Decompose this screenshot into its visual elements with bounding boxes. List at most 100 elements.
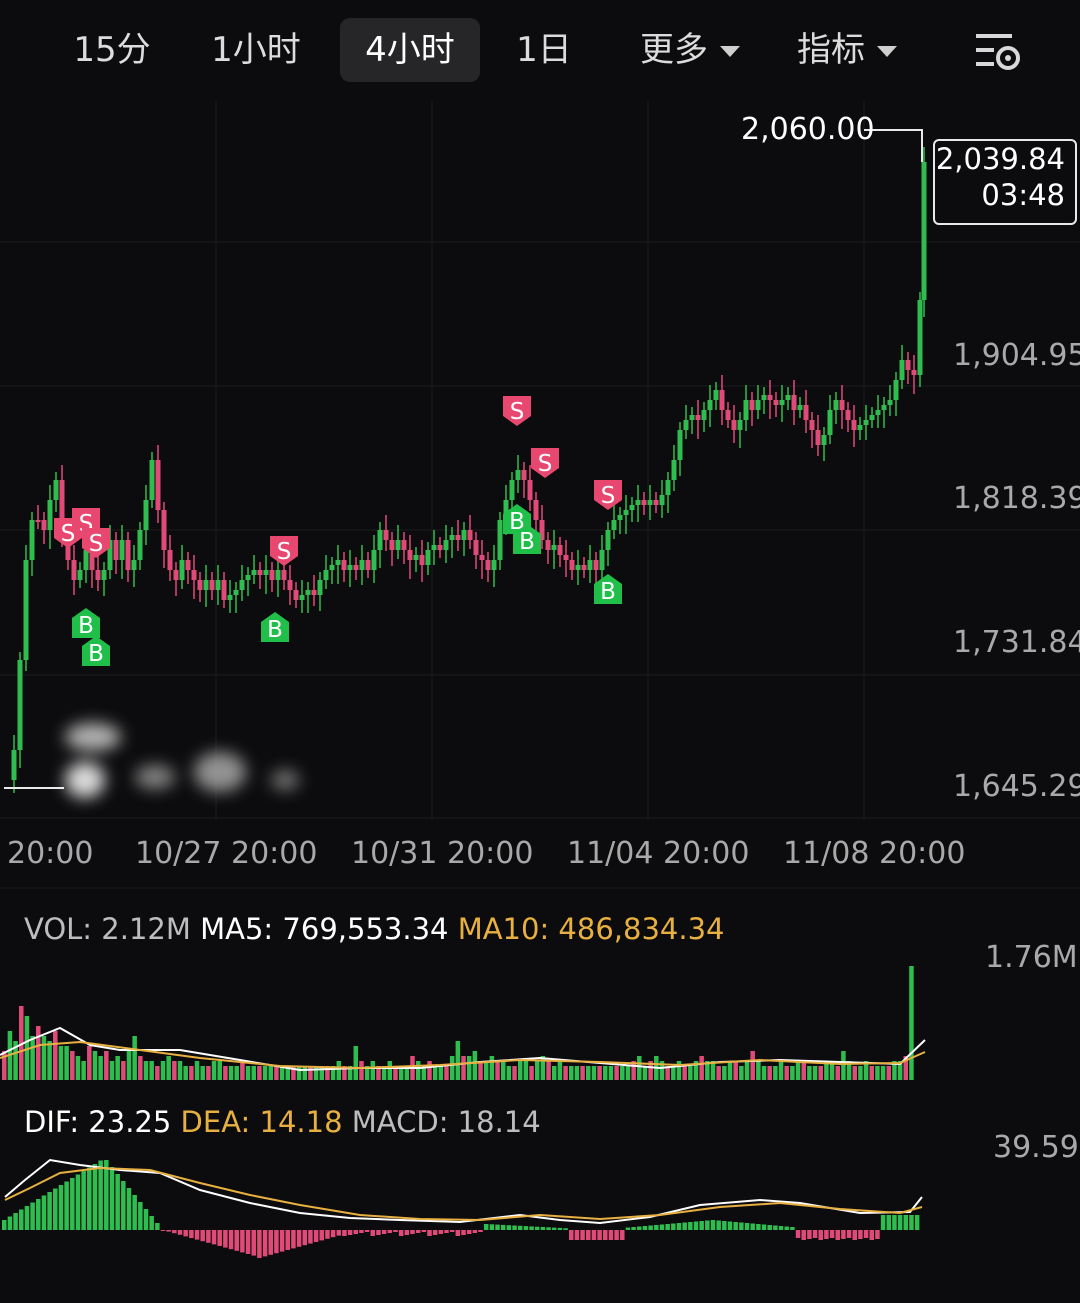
- volume-bar: [852, 1066, 857, 1080]
- volume-bar: [722, 1066, 727, 1080]
- volume-bar: [104, 1051, 109, 1080]
- candle-body: [47, 500, 53, 530]
- marker-label: S: [601, 483, 616, 509]
- candle-body: [371, 550, 377, 570]
- tab-4h[interactable]: 4小时: [340, 18, 480, 82]
- macd-bar: [529, 1226, 534, 1230]
- volume-bar: [637, 1056, 642, 1080]
- candle-body: [143, 500, 149, 530]
- macd-bar: [483, 1224, 489, 1230]
- volume-bar: [364, 1066, 370, 1080]
- macd-bar: [393, 1230, 398, 1232]
- macd-bar: [557, 1227, 563, 1230]
- candle-body: [641, 500, 647, 505]
- tab-1d[interactable]: 1日: [505, 18, 583, 82]
- macd-bar: [642, 1226, 648, 1230]
- macd-bar: [421, 1230, 427, 1232]
- macd-bar: [722, 1221, 727, 1230]
- volume-bar: [393, 1066, 398, 1080]
- macd-bar: [325, 1230, 330, 1239]
- macd-bar: [727, 1221, 733, 1230]
- volume-bar: [200, 1066, 205, 1080]
- buy-marker[interactable]: B: [513, 524, 541, 555]
- sell-marker[interactable]: S: [82, 528, 110, 558]
- current-time: 03:48: [981, 178, 1065, 212]
- candle-body: [701, 410, 707, 420]
- candle-body: [629, 505, 635, 510]
- macd-bar: [398, 1230, 404, 1236]
- macd-bar: [7, 1216, 13, 1230]
- volume-bar: [727, 1061, 733, 1080]
- candle-body: [299, 595, 305, 600]
- candle-body: [11, 750, 17, 780]
- volume-bar: [274, 1066, 279, 1080]
- volume-chart[interactable]: [0, 900, 1080, 1080]
- macd-histogram: [2, 1160, 920, 1258]
- macd-scale-max: 39.59: [993, 1130, 1079, 1165]
- macd-chart[interactable]: [0, 1085, 1080, 1288]
- marker-label: S: [510, 399, 525, 425]
- sell-marker[interactable]: S: [503, 396, 531, 426]
- macd-bar: [886, 1215, 892, 1230]
- volume-bar: [404, 1066, 410, 1080]
- high-price-line: [4, 129, 923, 789]
- buy-marker[interactable]: B: [82, 636, 110, 667]
- candle-body: [725, 410, 731, 420]
- candle-body: [305, 590, 311, 595]
- volume-bar: [217, 1061, 222, 1080]
- volume-bar: [659, 1061, 665, 1080]
- tab-label: 指标: [797, 30, 865, 70]
- volume-bar: [24, 1016, 30, 1080]
- buy-marker[interactable]: B: [72, 608, 100, 639]
- macd-bar: [637, 1226, 642, 1230]
- buy-marker[interactable]: B: [261, 612, 289, 643]
- candle-body: [665, 480, 671, 495]
- macd-bar: [784, 1226, 789, 1230]
- tab-more-dropdown[interactable]: 更多: [625, 18, 755, 82]
- sell-marker[interactable]: S: [270, 536, 298, 566]
- volume-bar: [648, 1061, 653, 1080]
- candle-body: [587, 560, 593, 570]
- volume-bar: [801, 1061, 806, 1080]
- tab-indicators-dropdown[interactable]: 指标: [782, 18, 912, 82]
- buy-marker[interactable]: B: [594, 574, 622, 605]
- volume-bar: [70, 1051, 75, 1080]
- volume-bar: [869, 1066, 875, 1080]
- candle-body: [785, 395, 791, 400]
- candle-body: [83, 550, 89, 570]
- volume-bar: [761, 1066, 767, 1080]
- volume-bar: [421, 1066, 427, 1080]
- volume-bar: [875, 1066, 880, 1080]
- tab-1h[interactable]: 1小时: [200, 18, 312, 82]
- candle-body: [29, 520, 35, 560]
- x-axis-label: 10/27 20:00: [135, 836, 318, 871]
- candle-body: [857, 425, 863, 430]
- candle-body: [557, 545, 563, 555]
- macd-bar: [438, 1230, 444, 1234]
- candle-body: [743, 400, 749, 420]
- macd-bar: [364, 1230, 370, 1232]
- macd-bar: [869, 1230, 875, 1240]
- candle-body: [221, 580, 227, 600]
- candle-body: [479, 555, 485, 560]
- volume-bar: [807, 1066, 812, 1080]
- macd-bar: [92, 1164, 98, 1230]
- macd-bar: [200, 1230, 205, 1242]
- candle-body: [401, 540, 407, 550]
- candle-body: [695, 415, 701, 420]
- y-axis-label: 1,731.84: [953, 625, 1080, 660]
- macd-bar: [495, 1224, 500, 1230]
- sell-marker[interactable]: S: [594, 480, 622, 510]
- sell-marker[interactable]: S: [531, 448, 559, 478]
- x-axis-label: 11/04 20:00: [567, 836, 750, 871]
- candle-body: [467, 530, 473, 540]
- candle-body: [431, 545, 437, 550]
- candle-body: [809, 420, 815, 430]
- volume-bar: [302, 1066, 308, 1080]
- volume-bar: [438, 1066, 444, 1080]
- chart-settings-icon[interactable]: [970, 28, 1022, 74]
- candle-body: [173, 570, 179, 580]
- tab-15m[interactable]: 15分: [62, 18, 162, 82]
- volume-bar: [285, 1066, 290, 1080]
